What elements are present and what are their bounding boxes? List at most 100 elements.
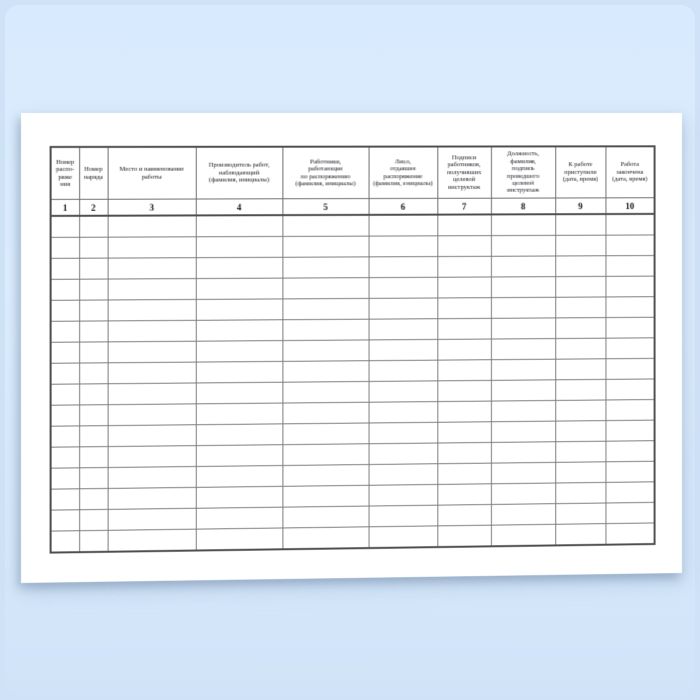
table-cell: [605, 399, 655, 421]
table-cell: [107, 403, 196, 426]
table-cell: [195, 507, 283, 530]
table-cell: [195, 278, 283, 300]
table-cell: [490, 255, 556, 277]
table-cell: [555, 420, 606, 442]
table-row: [50, 234, 655, 259]
table-cell: [605, 461, 655, 483]
table-cell: [368, 339, 438, 361]
table-cell: [195, 340, 283, 363]
table-cell: [368, 505, 438, 527]
table-cell: [605, 440, 655, 462]
table-cell: [605, 522, 655, 545]
table-cell: [107, 466, 196, 489]
column-header-3: Место и наименование работы: [107, 146, 196, 200]
table-cell: [50, 258, 80, 280]
table-cell: [50, 342, 80, 364]
table-cell: [50, 300, 80, 322]
table-cell: [79, 258, 108, 280]
table-cell: [107, 508, 196, 531]
table-cell: [490, 235, 556, 257]
table-cell: [368, 297, 438, 320]
table-cell: [282, 236, 369, 258]
table-cell: [79, 341, 108, 364]
table-cell: [50, 530, 80, 553]
table-cell: [195, 361, 283, 383]
table-cell: [282, 506, 369, 528]
table-cell: [79, 446, 108, 468]
table-cell: [50, 488, 80, 511]
table-cell: [605, 296, 655, 318]
table-cell: [50, 363, 80, 385]
column-number-10: 10: [605, 197, 655, 215]
column-number-1: 1: [50, 199, 80, 216]
table-cell: [368, 277, 438, 299]
table-cell: [437, 276, 491, 298]
table-cell: [50, 404, 80, 427]
table-cell: [195, 486, 283, 509]
table-cell: [437, 318, 491, 340]
table-cell: [555, 482, 606, 504]
table-cell: [490, 421, 556, 443]
table-cell: [368, 484, 438, 507]
table-cell: [437, 483, 491, 506]
table-cell: [107, 299, 196, 321]
table-cell: [368, 214, 438, 237]
column-number-8: 8: [490, 198, 556, 215]
column-number-3: 3: [107, 199, 196, 216]
table-cell: [195, 465, 283, 488]
table-cell: [50, 237, 80, 259]
table-cell: [195, 215, 283, 237]
table-cell: [437, 256, 491, 278]
column-header-4: Производитель работ, наблюдающий (фамили…: [195, 146, 283, 200]
table-cell: [490, 524, 556, 547]
table-cell: [605, 234, 655, 256]
table-cell: [555, 441, 606, 463]
table-cell: [282, 402, 369, 424]
table-cell: [282, 381, 369, 404]
table-cell: [490, 359, 556, 381]
table-cell: [490, 441, 556, 464]
table-cell: [282, 422, 369, 445]
table-cell: [107, 362, 196, 384]
column-number-4: 4: [195, 198, 283, 216]
table-cell: [555, 358, 606, 380]
table-cell: [555, 338, 606, 360]
table-cell: [79, 404, 108, 426]
table-cell: [195, 444, 283, 467]
table-cell: [490, 379, 556, 402]
table-cell: [437, 339, 491, 361]
column-header-8: Должность, фамилия, подпись проведшего ц…: [490, 146, 556, 199]
table-cell: [437, 380, 491, 402]
table-cell: [555, 379, 606, 401]
table-cell: [107, 278, 196, 300]
table-cell: [79, 215, 108, 238]
table-cell: [368, 525, 438, 549]
table-cell: [79, 509, 108, 531]
table-cell: [490, 297, 556, 319]
table-cell: [282, 277, 369, 299]
table-cell: [437, 463, 491, 485]
document-page: Номер распо- ряже ния Номер наряда Место и…: [21, 113, 683, 583]
table-cell: [555, 214, 606, 236]
column-number-7: 7: [437, 198, 491, 215]
table-cell: [437, 525, 491, 548]
table-cell: [107, 236, 196, 259]
table-cell: [282, 360, 369, 383]
table-cell: [368, 235, 438, 257]
table-cell: [555, 461, 606, 484]
column-header-10: Работа закончена (дата, время): [605, 146, 655, 198]
table-cell: [490, 276, 556, 298]
table-cell: [195, 423, 283, 446]
column-header-1: Номер распо- ряже ния: [50, 146, 80, 200]
table-cell: [79, 530, 108, 553]
table-cell: [282, 443, 369, 466]
table-cell: [368, 360, 438, 382]
table-cell: [490, 462, 556, 484]
table-cell: [195, 298, 283, 321]
table-cell: [195, 319, 283, 342]
column-number-row: 1 2 3 4 5 6 7 8 9 10: [50, 197, 655, 216]
table-cell: [282, 526, 369, 550]
table-cell: [50, 279, 80, 301]
table-cell: [282, 298, 369, 320]
table-cell: [107, 257, 196, 280]
